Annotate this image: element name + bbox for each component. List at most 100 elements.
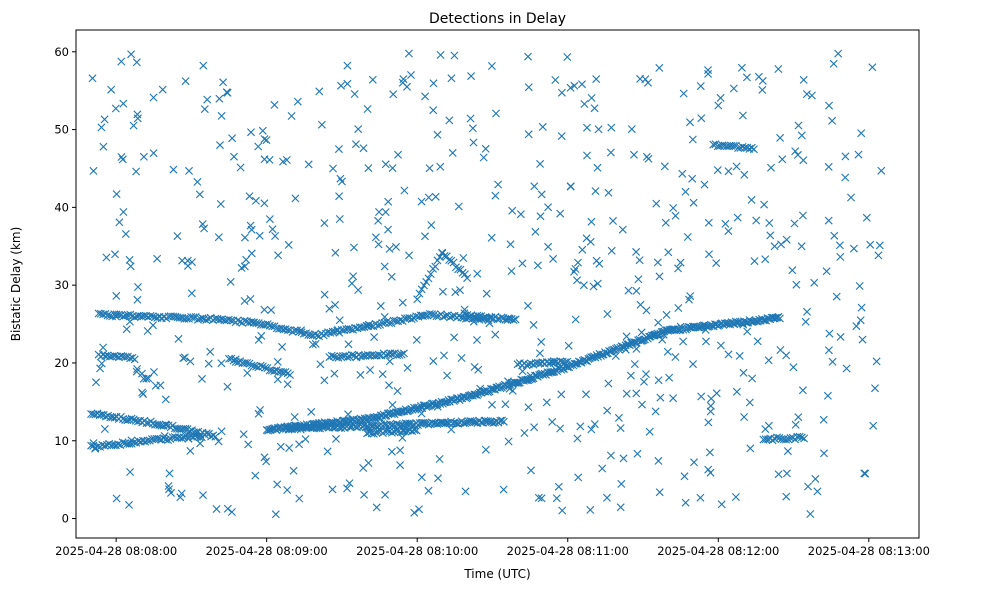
data-point xyxy=(230,152,238,161)
data-point xyxy=(468,124,477,133)
data-point xyxy=(122,325,131,334)
data-point xyxy=(395,350,404,359)
data-point xyxy=(211,432,220,441)
data-point xyxy=(441,419,450,428)
data-point xyxy=(214,437,223,446)
data-point xyxy=(476,384,485,393)
data-point xyxy=(420,281,428,290)
data-point xyxy=(149,149,158,158)
data-point xyxy=(696,82,705,91)
data-point xyxy=(449,258,458,267)
data-point xyxy=(260,155,269,164)
data-point xyxy=(385,244,394,253)
data-point xyxy=(410,508,419,517)
data-point xyxy=(376,302,385,310)
data-point xyxy=(556,424,565,433)
data-point xyxy=(349,272,358,281)
data-point xyxy=(433,130,442,139)
data-point xyxy=(697,114,706,123)
x-axis-label: Time (UTC) xyxy=(463,567,530,581)
data-point xyxy=(385,319,394,327)
data-point xyxy=(403,82,411,91)
data-point xyxy=(494,180,503,189)
data-point xyxy=(609,216,617,225)
data-point xyxy=(660,162,669,171)
data-point xyxy=(417,197,426,206)
data-point xyxy=(100,115,109,124)
data-point xyxy=(857,303,866,312)
data-point xyxy=(537,494,546,503)
data-point xyxy=(460,270,469,279)
data-point xyxy=(806,510,815,518)
data-point xyxy=(142,419,151,428)
data-point xyxy=(273,357,282,366)
data-point xyxy=(268,225,277,234)
data-point xyxy=(606,451,615,460)
data-point xyxy=(800,434,809,443)
data-point xyxy=(133,110,142,119)
data-point xyxy=(603,310,612,318)
data-point xyxy=(439,312,448,321)
data-point xyxy=(544,242,553,251)
data-point xyxy=(536,212,545,221)
data-point xyxy=(782,435,790,444)
data-point xyxy=(770,242,779,251)
data-point xyxy=(387,272,396,281)
data-point xyxy=(198,220,207,229)
data-point xyxy=(433,256,442,265)
y-tick-label: 60 xyxy=(54,45,69,59)
data-point xyxy=(473,269,482,278)
data-point xyxy=(447,425,456,434)
data-point xyxy=(159,434,168,443)
data-point xyxy=(655,272,664,281)
data-point xyxy=(434,474,442,483)
data-point xyxy=(184,432,193,440)
data-point xyxy=(307,407,316,416)
data-point xyxy=(284,326,292,335)
x-tick-label: 2025-04-28 08:13:00 xyxy=(808,544,930,558)
data-point xyxy=(479,153,488,162)
data-point xyxy=(874,251,883,260)
data-point xyxy=(374,216,383,225)
data-point xyxy=(655,63,664,72)
data-point xyxy=(538,122,547,131)
data-point xyxy=(217,427,226,436)
data-point xyxy=(381,208,390,217)
data-point xyxy=(454,202,463,211)
data-point xyxy=(617,479,626,488)
data-point xyxy=(252,319,261,327)
data-point xyxy=(112,291,121,300)
data-point xyxy=(447,74,456,83)
data-point xyxy=(526,371,535,380)
data-point xyxy=(396,446,405,455)
data-point xyxy=(448,312,457,321)
data-point xyxy=(832,292,841,301)
data-point xyxy=(97,410,106,419)
data-point xyxy=(427,221,436,230)
data-point xyxy=(701,325,710,334)
data-point xyxy=(177,434,186,443)
data-point xyxy=(524,83,533,92)
data-point xyxy=(348,350,356,359)
data-point xyxy=(217,359,226,368)
data-point xyxy=(473,336,481,344)
data-point xyxy=(516,210,525,219)
data-point xyxy=(616,503,625,512)
data-point xyxy=(320,219,329,228)
data-point xyxy=(281,325,290,334)
data-point xyxy=(828,116,837,125)
data-point xyxy=(297,326,306,335)
data-point xyxy=(834,49,843,58)
data-point xyxy=(582,390,590,399)
data-point xyxy=(775,314,784,323)
data-point xyxy=(261,363,270,372)
data-point xyxy=(312,424,321,433)
data-point xyxy=(619,454,628,463)
data-point xyxy=(676,258,685,267)
data-point xyxy=(599,350,608,359)
data-point xyxy=(354,125,363,134)
data-point xyxy=(435,253,444,261)
data-point xyxy=(482,289,491,298)
data-point xyxy=(429,357,438,366)
data-point xyxy=(380,262,389,271)
